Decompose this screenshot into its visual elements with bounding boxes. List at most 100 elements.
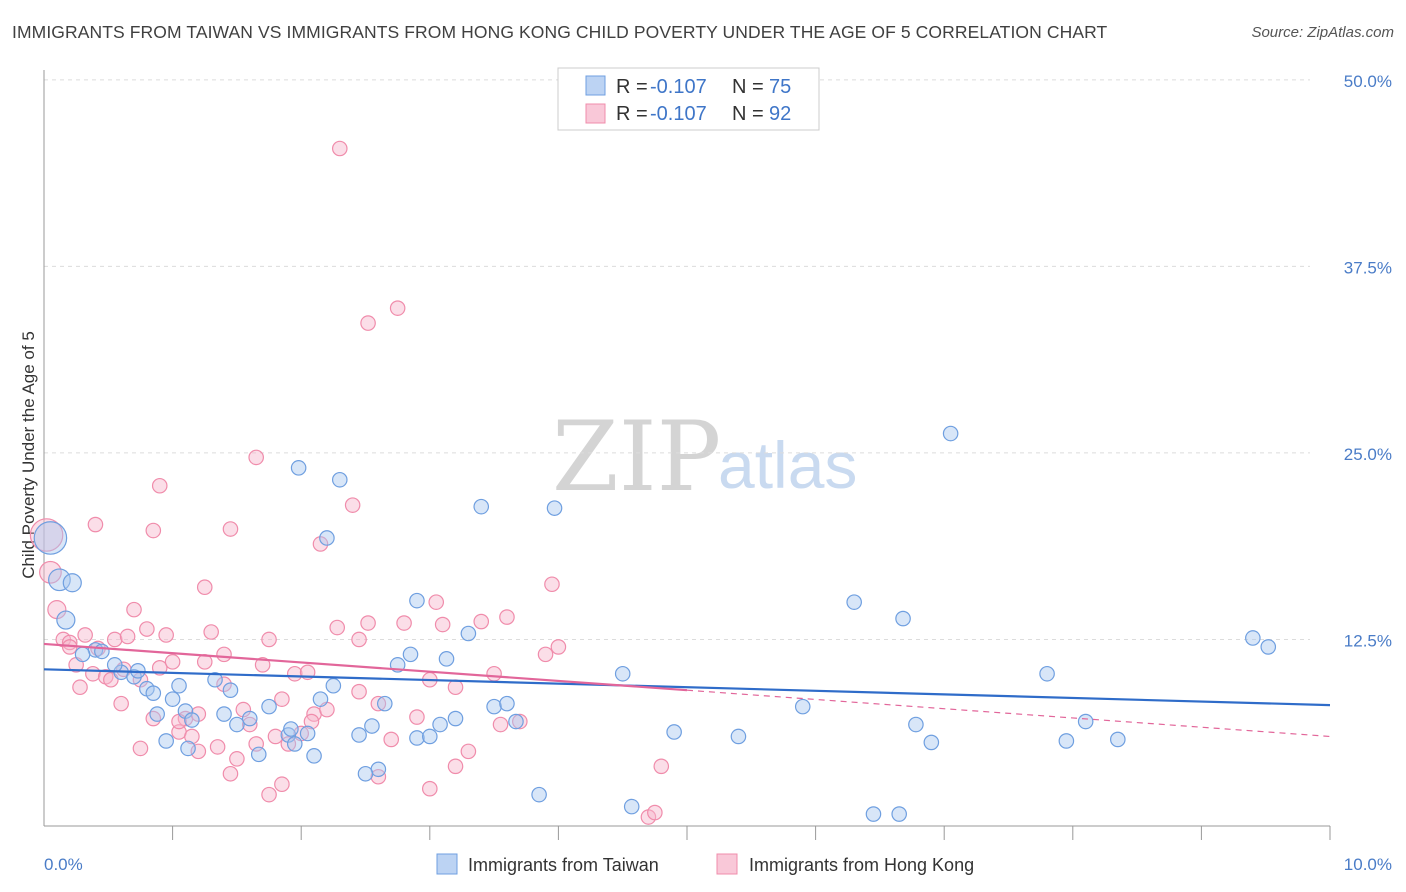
point-hongkong-73 xyxy=(360,315,376,331)
series-legend-swatch-taiwan xyxy=(436,853,458,875)
point-hongkong-77 xyxy=(647,804,663,821)
point-taiwan-72 xyxy=(1260,639,1277,655)
point-taiwan-57 xyxy=(666,724,682,740)
point-hongkong-59 xyxy=(473,613,490,630)
x-tick-label-1: 10.0% xyxy=(1344,855,1392,874)
point-hongkong-85 xyxy=(351,683,367,700)
point-taiwan-42 xyxy=(438,651,455,667)
point-taiwan-8 xyxy=(106,657,123,673)
point-hongkong-61 xyxy=(499,609,515,625)
legend-hongkong-r-label: R = xyxy=(616,103,648,125)
legend-taiwan-r-value: -0.107 xyxy=(650,76,707,98)
point-hongkong-28 xyxy=(209,739,226,755)
stats-legend: R = -0.107 N = 75 R = -0.107 N = 92 xyxy=(557,67,820,131)
chart-title: IMMIGRANTS FROM TAIWAN VS IMMIGRANTS FRO… xyxy=(12,22,1108,42)
point-hongkong-40 xyxy=(286,665,303,682)
point-taiwan-47 xyxy=(460,625,477,642)
point-taiwan-71 xyxy=(1245,630,1261,646)
point-taiwan-22 xyxy=(216,706,232,722)
point-hongkong-12 xyxy=(106,631,123,648)
watermark-zip: ZIP xyxy=(552,401,721,513)
series-legend: Immigrants from Taiwan Immigrants from H… xyxy=(436,853,974,875)
point-hongkong-89 xyxy=(216,646,232,663)
point-taiwan-61 xyxy=(865,806,882,822)
point-taiwan-38 xyxy=(402,646,419,663)
point-taiwan-24 xyxy=(250,746,267,763)
point-hongkong-47 xyxy=(344,497,361,513)
point-hongkong-74 xyxy=(389,300,406,316)
point-taiwan-63 xyxy=(895,610,911,627)
series-legend-hongkong: Immigrants from Hong Kong xyxy=(749,855,974,875)
point-hongkong-30 xyxy=(222,765,239,782)
point-taiwan-66 xyxy=(942,425,959,442)
point-hongkong-33 xyxy=(241,716,258,733)
legend-swatch-taiwan xyxy=(585,75,606,96)
point-taiwan-59 xyxy=(794,698,811,715)
point-taiwan-11 xyxy=(145,685,162,701)
point-taiwan-40 xyxy=(421,728,438,745)
source-credit: Source: ZipAtlas.com xyxy=(1251,24,1394,41)
point-hongkong-88 xyxy=(492,716,509,733)
point-hongkong-65 xyxy=(550,639,567,655)
y-tick-label-2: 37.5% xyxy=(1344,258,1392,277)
point-hongkong-29 xyxy=(216,676,232,693)
point-hongkong-50 xyxy=(370,695,387,712)
point-taiwan-44 xyxy=(486,698,502,715)
x-tick-label-0: 0.0% xyxy=(44,855,83,874)
point-taiwan-64 xyxy=(908,716,924,733)
point-taiwan-70 xyxy=(1110,731,1126,748)
point-hongkong-72 xyxy=(248,449,264,466)
point-taiwan-2 xyxy=(62,573,82,593)
point-hongkong-58 xyxy=(460,743,477,760)
point-taiwan-41 xyxy=(432,716,448,733)
point-hongkong-51 xyxy=(383,731,400,748)
point-taiwan-27 xyxy=(283,721,299,737)
point-taiwan-52 xyxy=(473,498,490,515)
legend-taiwan-n-value: 75 xyxy=(769,76,791,98)
point-hongkong-37 xyxy=(267,728,284,745)
point-hongkong-27 xyxy=(203,624,219,640)
point-hongkong-13 xyxy=(113,695,129,712)
point-taiwan-48 xyxy=(290,460,307,476)
y-tick-labels: 12.5% 25.0% 37.5% 50.0% xyxy=(1344,72,1392,651)
y-tick-label-1: 25.0% xyxy=(1344,445,1392,464)
legend-hongkong-n-value: 92 xyxy=(769,103,791,125)
point-hongkong-84 xyxy=(274,691,290,707)
point-taiwan-31 xyxy=(312,691,329,707)
point-hongkong-7 xyxy=(77,627,93,643)
point-taiwan-1 xyxy=(48,568,71,592)
point-hongkong-38 xyxy=(274,776,290,793)
point-hongkong-24 xyxy=(184,728,200,745)
point-taiwan-58 xyxy=(730,728,747,745)
trend-hongkong xyxy=(43,642,688,692)
legend-hongkong-n-label: N = xyxy=(732,103,764,125)
point-hongkong-48 xyxy=(351,631,367,648)
point-taiwan-0 xyxy=(33,521,68,555)
point-taiwan-28 xyxy=(286,736,303,752)
point-taiwan-13 xyxy=(164,691,181,707)
point-hongkong-70 xyxy=(151,477,168,494)
point-taiwan-74 xyxy=(74,646,91,663)
point-hongkong-39 xyxy=(280,736,297,752)
point-taiwan-46 xyxy=(508,713,524,730)
point-taiwan-14 xyxy=(171,677,187,694)
point-hongkong-68 xyxy=(145,522,162,539)
legend-taiwan-n-label: N = xyxy=(732,76,764,98)
point-hongkong-56 xyxy=(434,616,451,633)
trend-taiwan xyxy=(43,668,1331,707)
point-hongkong-69 xyxy=(87,516,104,533)
x-tick-marks xyxy=(172,826,1331,840)
point-hongkong-82 xyxy=(132,740,149,757)
point-taiwan-56 xyxy=(531,786,547,803)
point-hongkong-62 xyxy=(512,713,528,730)
point-hongkong-53 xyxy=(409,709,425,725)
y-tick-label-3: 50.0% xyxy=(1344,72,1392,91)
point-taiwan-35 xyxy=(370,761,387,778)
y-axis-label: Child Poverty Under the Age of 5 xyxy=(19,331,38,579)
legend-hongkong-r-value: -0.107 xyxy=(650,103,707,125)
point-taiwan-16 xyxy=(184,712,200,728)
point-taiwan-36 xyxy=(376,695,393,712)
point-taiwan-60 xyxy=(846,594,862,610)
point-taiwan-12 xyxy=(149,706,165,722)
point-taiwan-54 xyxy=(614,665,631,682)
